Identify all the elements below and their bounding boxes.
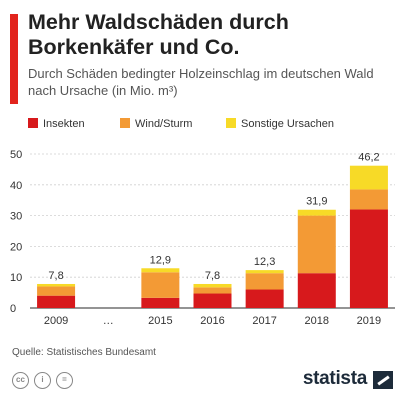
bar-segment-insekten <box>141 297 180 308</box>
y-tick-label: 30 <box>10 211 22 223</box>
bar-segment-wind <box>349 189 388 210</box>
legend: Insekten Wind/Sturm Sonstige Ursachen <box>28 118 398 132</box>
data-label-total: 7,8 <box>205 270 220 282</box>
bar-segment-insekten <box>245 289 284 308</box>
x-tick-label: 2015 <box>148 315 172 327</box>
x-tick-label: 2019 <box>357 315 381 327</box>
x-tick-label: 2009 <box>44 315 68 327</box>
legend-swatch-sonstige <box>226 118 236 128</box>
source-note: Quelle: Statistisches Bundesamt <box>12 347 156 358</box>
legend-label-wind: Wind/Sturm <box>135 118 193 130</box>
legend-label-sonstige: Sonstige Ursachen <box>241 118 334 130</box>
chart-subtitle: Durch Schäden bedingter Holzeinschlag im… <box>28 66 374 98</box>
chart-svg: 0 10 20 30 40 50 2009 7,8 … 2015 12,9 2016 7,8 2017 1… <box>10 149 395 327</box>
bar-segment-sonstige <box>349 165 388 190</box>
data-label-total: 46,2 <box>358 152 379 164</box>
x-tick-label: … <box>103 315 114 327</box>
bar-segment-wind <box>141 272 180 298</box>
cc-icon: cc <box>12 372 29 389</box>
x-tick-label: 2018 <box>305 315 329 327</box>
data-label-total: 7,8 <box>48 270 63 282</box>
bar-segment-wind <box>245 273 284 290</box>
legend-label-insekten: Insekten <box>43 118 85 130</box>
bar-segment-sonstige <box>37 283 76 287</box>
y-tick-label: 40 <box>10 180 22 192</box>
accent-bar <box>10 14 18 104</box>
legend-item-sonstige: Sonstige Ursachen <box>226 118 334 130</box>
data-label-total: 31,9 <box>306 196 327 208</box>
legend-swatch-wind <box>120 118 130 128</box>
y-tick-label: 0 <box>10 303 16 315</box>
legend-item-insekten: Insekten <box>28 118 85 130</box>
equals-icon: = <box>56 372 73 389</box>
y-tick-label: 50 <box>10 149 22 161</box>
bar-segment-wind <box>297 215 336 274</box>
x-tick-label: 2016 <box>200 315 224 327</box>
legend-swatch-insekten <box>28 118 38 128</box>
data-label-total: 12,9 <box>150 254 171 266</box>
bar-segment-sonstige <box>245 270 284 274</box>
bar-segment-sonstige <box>193 283 232 288</box>
bar-segment-sonstige <box>141 268 180 273</box>
bar-segment-insekten <box>349 209 388 308</box>
bar-segment-insekten <box>193 293 232 308</box>
x-tick-label: 2017 <box>252 315 276 327</box>
by-icon: i <box>34 372 51 389</box>
legend-item-wind: Wind/Sturm <box>120 118 192 130</box>
y-tick-label: 20 <box>10 241 22 253</box>
bar-segment-insekten <box>297 273 336 308</box>
bar-segment-insekten <box>37 295 76 308</box>
bar-segment-wind <box>193 287 232 294</box>
data-label-total: 12,3 <box>254 256 275 268</box>
y-tick-label: 10 <box>10 272 22 284</box>
statista-mark-icon <box>373 371 393 389</box>
chart-title: Mehr Waldschäden durch Borkenkäfer und C… <box>28 10 289 59</box>
brand-name: statista <box>302 368 367 389</box>
bar-segment-wind <box>37 286 76 296</box>
bar-segment-sonstige <box>297 209 336 216</box>
